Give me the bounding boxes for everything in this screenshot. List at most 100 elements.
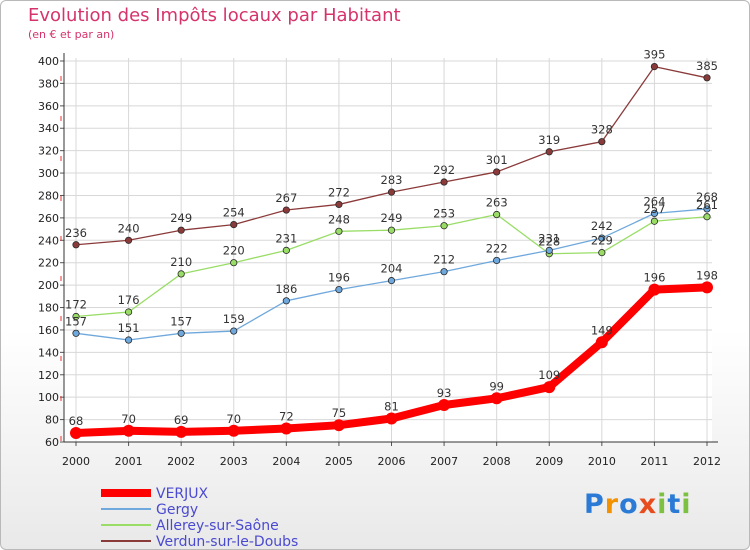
data-point-allerey-sur-saone	[230, 259, 238, 267]
x-tick-label: 2005	[325, 455, 353, 468]
data-label-allerey-sur-saone: 263	[486, 196, 508, 210]
data-label-verjux: 72	[279, 410, 294, 424]
y-tick-label: 280	[38, 189, 59, 202]
data-point-verjux	[595, 336, 608, 349]
data-point-allerey-sur-saone	[124, 308, 133, 316]
data-label-verdun-sur-le-doubs: 236	[65, 226, 87, 240]
data-label-gergy: 159	[223, 312, 245, 326]
data-label-verjux: 99	[489, 379, 504, 393]
data-label-allerey-sur-saone: 229	[591, 234, 613, 248]
data-point-allerey-sur-saone	[335, 227, 343, 235]
data-point-gergy	[282, 297, 290, 305]
data-point-verdun-sur-le-doubs	[282, 206, 290, 214]
y-tick-label: 340	[38, 122, 59, 135]
data-point-gergy	[545, 246, 553, 254]
data-point-gergy	[650, 209, 659, 217]
legend-label: Gergy	[156, 502, 198, 518]
logo-letter: t	[667, 489, 682, 520]
y-tick-label: 100	[38, 391, 59, 404]
data-label-allerey-sur-saone: 176	[118, 293, 140, 307]
data-point-verdun-sur-le-doubs	[493, 168, 501, 176]
data-point-gergy	[72, 329, 80, 337]
x-tick-label: 2009	[535, 455, 563, 468]
proxiti-logo: Proxiti	[584, 489, 692, 520]
data-label-verdun-sur-le-doubs: 292	[433, 163, 455, 177]
data-point-gergy	[177, 329, 185, 337]
y-tick-label: 140	[38, 346, 59, 359]
data-label-verdun-sur-le-doubs: 395	[643, 48, 665, 62]
data-label-allerey-sur-saone: 249	[381, 211, 403, 225]
data-point-verjux	[701, 281, 713, 294]
data-label-gergy: 186	[275, 282, 297, 296]
data-label-gergy: 231	[538, 231, 560, 245]
data-label-allerey-sur-saone: 220	[223, 244, 245, 258]
data-point-gergy	[124, 336, 133, 344]
x-tick-label: 2012	[693, 455, 721, 468]
data-label-gergy: 157	[170, 314, 192, 328]
data-label-allerey-sur-saone: 210	[170, 255, 192, 269]
data-labels: 68 70 69 70 72 75 81 93 99 109 149 196 198 157 151 157 1…	[65, 48, 718, 428]
x-tick-label: 2011	[640, 455, 668, 468]
x-tick-label: 2004	[272, 455, 300, 468]
data-point-verjux	[70, 427, 82, 440]
data-label-verdun-sur-le-doubs: 328	[591, 123, 613, 137]
data-label-verdun-sur-le-doubs: 385	[696, 59, 718, 73]
x-tick-label: 2002	[167, 455, 195, 468]
x-tick-label: 2006	[378, 455, 406, 468]
data-point-verjux	[543, 381, 556, 394]
x-tick-label: 2010	[588, 455, 616, 468]
y-tick-label: 240	[38, 234, 59, 247]
y-tick-label: 360	[38, 100, 59, 113]
data-point-verjux	[175, 425, 188, 438]
data-label-allerey-sur-saone: 261	[696, 198, 718, 212]
data-label-verdun-sur-le-doubs: 240	[118, 221, 140, 235]
data-label-allerey-sur-saone: 228	[538, 235, 560, 249]
data-point-verjux	[122, 424, 135, 437]
plot-area	[64, 58, 712, 442]
legend-label: Verdun-sur-le-Doubs	[156, 534, 298, 550]
data-point-verdun-sur-le-doubs	[72, 241, 80, 249]
data-point-gergy	[387, 277, 396, 285]
data-point-allerey-sur-saone	[650, 217, 659, 225]
data-point-verjux	[438, 399, 451, 412]
data-label-gergy: 264	[643, 194, 665, 208]
data-point-allerey-sur-saone	[440, 222, 448, 230]
data-point-gergy	[230, 327, 238, 335]
data-label-allerey-sur-saone: 248	[328, 212, 350, 226]
data-label-verdun-sur-le-doubs: 301	[486, 153, 508, 167]
data-point-verdun-sur-le-doubs	[124, 236, 133, 244]
logo-letter: i	[681, 489, 692, 520]
data-point-verjux	[280, 422, 293, 435]
data-label-gergy: 157	[65, 314, 87, 328]
data-label-verjux: 70	[121, 412, 136, 426]
logo-letter: o	[619, 489, 639, 520]
data-point-allerey-sur-saone	[282, 246, 290, 254]
x-tick-label: 2008	[483, 455, 511, 468]
x-tick-label: 2003	[220, 455, 248, 468]
data-label-gergy: 151	[118, 321, 140, 335]
y-tick-label: 120	[38, 369, 59, 382]
y-tick-label: 400	[38, 55, 59, 68]
data-point-verdun-sur-le-doubs	[177, 226, 185, 234]
data-point-allerey-sur-saone	[387, 226, 396, 234]
y-tick-label: 260	[38, 212, 59, 225]
legend-label: VERJUX	[156, 486, 209, 502]
data-point-allerey-sur-saone	[493, 210, 501, 219]
data-label-verdun-sur-le-doubs: 283	[381, 173, 403, 187]
data-label-verdun-sur-le-doubs: 254	[223, 206, 245, 220]
data-label-allerey-sur-saone: 231	[275, 231, 297, 245]
data-label-gergy: 212	[433, 253, 455, 267]
data-point-verjux	[648, 283, 661, 296]
chart-subtitle: (en € et par an)	[28, 28, 115, 41]
data-point-verjux	[332, 419, 345, 432]
legend-label: Allerey-sur-Saône	[156, 518, 279, 534]
data-label-verjux: 69	[174, 413, 189, 427]
data-point-verdun-sur-le-doubs	[387, 188, 396, 196]
data-point-gergy	[493, 256, 501, 265]
data-label-allerey-sur-saone: 253	[433, 207, 455, 221]
data-label-verjux: 198	[696, 268, 718, 282]
data-point-verdun-sur-le-doubs	[650, 63, 659, 71]
data-label-gergy: 242	[591, 219, 613, 233]
